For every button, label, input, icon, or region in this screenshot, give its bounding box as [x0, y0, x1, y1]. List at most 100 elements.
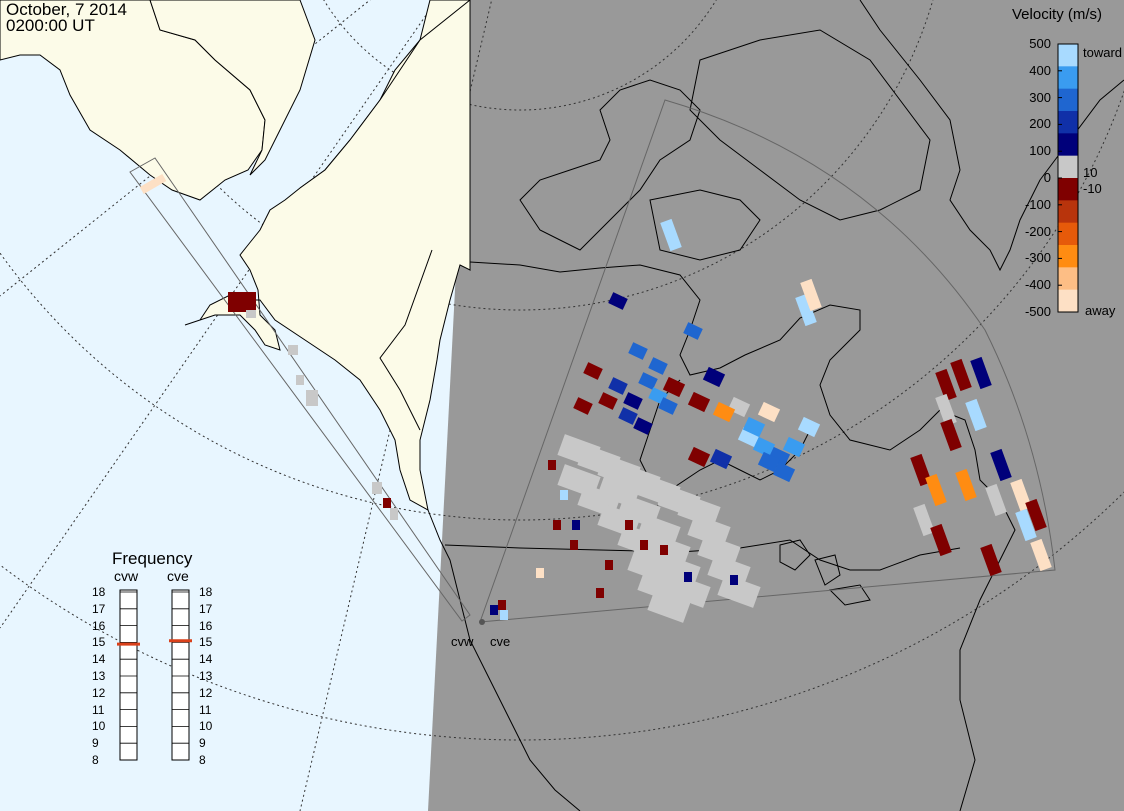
scatter-cell	[965, 398, 987, 432]
colorbar-segment	[1058, 245, 1078, 268]
land-alaska	[184, 0, 471, 511]
scatter-cell	[1025, 498, 1047, 532]
scatter-cell	[662, 376, 686, 398]
scatter-cell	[990, 448, 1012, 482]
frequency-panel-cve	[171, 589, 190, 761]
scatter-cell	[608, 377, 628, 395]
scatter-cell	[709, 448, 733, 470]
night-region	[428, 0, 1124, 811]
frequency-tick-left: 17	[92, 601, 106, 616]
frequency-tick-right: 16	[199, 618, 213, 633]
coast-us	[427, 509, 581, 811]
colorbar-segment	[1058, 178, 1078, 201]
scatter-cell	[1030, 538, 1052, 572]
frequency-tick-left: 12	[92, 685, 106, 700]
scatter-cell	[684, 572, 692, 582]
scatter-cell	[500, 610, 508, 620]
scatter-cell	[730, 575, 738, 585]
scatter-cell	[782, 436, 806, 458]
colorbar-inner-high: 10	[1083, 165, 1098, 180]
frequency-label-cve: cve	[167, 568, 189, 584]
colorbar-tick-label: 0	[1043, 170, 1051, 185]
scatter-cell	[985, 483, 1007, 517]
coast-canada	[469, 261, 1016, 811]
colorbar-tick-label: 500	[1029, 36, 1051, 51]
frequency-tick-left: 18	[92, 585, 106, 599]
scatter-cell	[677, 494, 721, 528]
scatter-cell	[717, 574, 761, 608]
scatter-cell	[637, 514, 681, 548]
scatter-cell	[548, 460, 556, 470]
great-lakes	[779, 539, 871, 606]
scatter-cell	[757, 401, 781, 423]
scatter-cell	[570, 540, 578, 550]
colorbar-segment	[1058, 133, 1078, 157]
frequency-tick-left: 11	[92, 702, 105, 717]
scatter-cell	[935, 368, 957, 402]
scatter-cell	[553, 520, 561, 530]
velocity-colorbar	[1057, 43, 1079, 313]
scatter-cell	[536, 568, 544, 578]
scatter-cell	[930, 523, 952, 557]
scatter-cell	[572, 520, 580, 530]
frequency-tick-left: 8	[92, 753, 99, 767]
frequency-tick-right: 13	[199, 669, 213, 683]
scatter-cell	[228, 292, 256, 312]
scatter-cell	[752, 436, 776, 458]
time-label: 0200:00 UT	[6, 16, 95, 35]
scatter-cell	[560, 490, 568, 500]
colorbar-tick-label: -300	[1024, 250, 1051, 266]
scatter-cell	[697, 534, 741, 568]
scatter-cell	[797, 416, 821, 438]
radar-site-marker	[479, 619, 485, 625]
scatter-cell	[687, 391, 711, 413]
colorbar-segment	[1058, 289, 1078, 313]
scatter-cells	[139, 174, 1052, 623]
scatter-cell	[757, 451, 781, 473]
frequency-gridlines	[117, 591, 192, 761]
scatter-cell	[637, 569, 681, 603]
scatter-cell	[702, 366, 726, 388]
scatter-cell	[940, 418, 962, 452]
scatter-cell	[627, 549, 671, 583]
scatter-cell	[955, 468, 977, 502]
scatter-cell	[658, 397, 678, 415]
frequency-tick-right: 11	[199, 702, 212, 717]
scatter-cell	[925, 473, 947, 507]
scatter-cell	[372, 482, 382, 494]
colorbar-tick-label: 400	[1029, 62, 1051, 78]
colorbar-tick-label: -400	[1024, 277, 1051, 293]
scatter-cell	[608, 292, 628, 310]
colorbar-segment	[1058, 44, 1078, 67]
radar-site-label-cvw: cvw	[451, 634, 474, 649]
frequency-tick-left: 14	[92, 652, 106, 667]
scatter-cell	[687, 446, 711, 468]
frequency-tick-left: 15	[92, 635, 106, 650]
scatter-cell	[638, 372, 658, 390]
scatter-cell	[139, 174, 167, 194]
scatter-cell	[795, 293, 817, 327]
scatter-cell	[913, 503, 935, 537]
frequency-tick-left: 9	[92, 736, 99, 751]
scatter-cell	[573, 397, 593, 415]
scatter-cell	[246, 310, 256, 318]
scatter-cell	[660, 218, 682, 252]
scatter-cell	[707, 554, 751, 588]
scatter-cell	[648, 357, 668, 375]
frequency-tick-right: 9	[199, 736, 206, 751]
frequency-panel-cvw	[119, 589, 138, 761]
colorbar-segment	[1058, 88, 1078, 112]
scatter-cell	[683, 322, 703, 340]
frequency-tick-left: 13	[92, 669, 106, 683]
frequency-label-cvw: cvw	[114, 568, 139, 584]
frequency-tick-right: 12	[199, 685, 213, 700]
colorbar-tick-label: -500	[1024, 304, 1051, 319]
scatter-cell	[800, 278, 822, 312]
scatter-cell	[583, 362, 603, 380]
scatter-cell	[598, 392, 618, 410]
scatter-cell	[647, 589, 691, 623]
colorbar-tick-label: 200	[1029, 116, 1051, 132]
colorbar-tick-label: -100	[1024, 196, 1051, 212]
cve-field-of-view	[479, 99, 1056, 623]
scatter-cell	[625, 520, 633, 530]
